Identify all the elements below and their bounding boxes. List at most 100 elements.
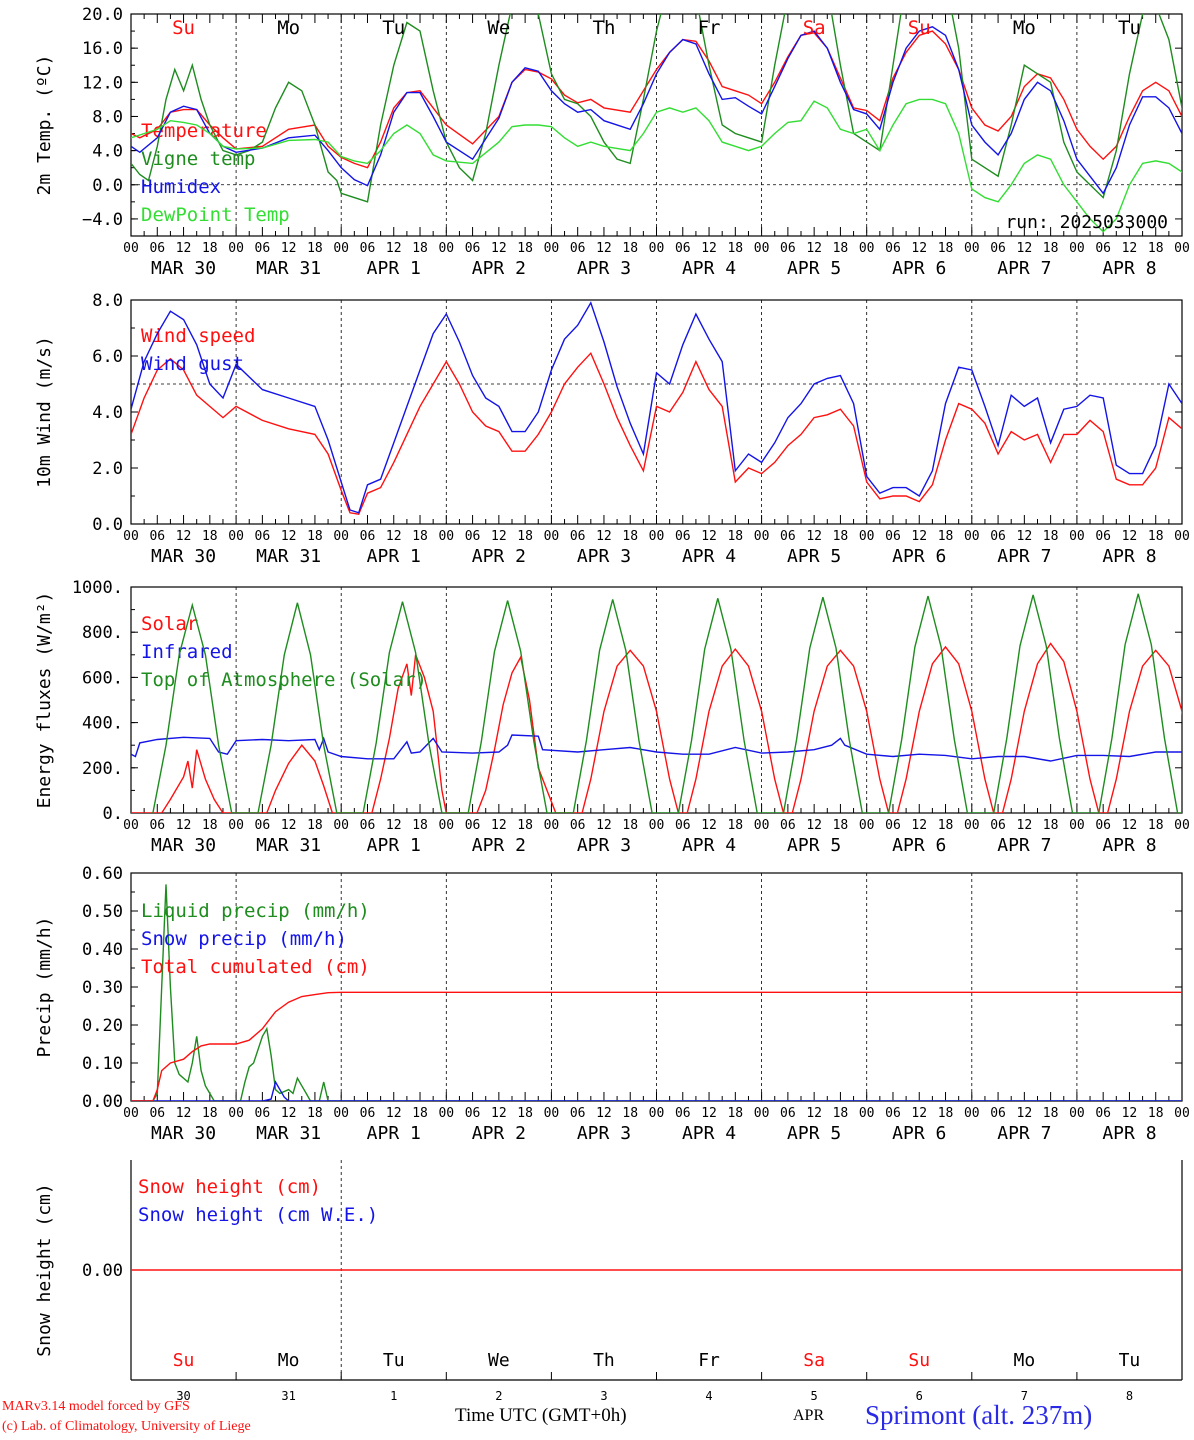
hour-tick-label: 06 <box>149 1106 165 1121</box>
hour-tick-label: 12 <box>911 818 927 833</box>
hour-tick-label: 06 <box>780 529 796 544</box>
hour-tick-label: 00 <box>1174 241 1190 256</box>
legend-entry: Solar <box>141 613 198 635</box>
hour-tick-label: 06 <box>360 818 376 833</box>
day-label: APR 3 <box>577 546 631 567</box>
hour-tick-label: 12 <box>281 241 297 256</box>
hour-tick-label: 18 <box>622 529 638 544</box>
y-axis-title: 10m Wind (m/s) <box>34 336 55 488</box>
hour-tick-label: 06 <box>885 241 901 256</box>
hour-tick-label: 06 <box>465 241 481 256</box>
legend-entry: Snow precip (mm/h) <box>141 928 347 950</box>
hour-tick-label: 18 <box>1148 529 1164 544</box>
hour-tick-label: 00 <box>649 818 665 833</box>
y-tick-label: 0.20 <box>82 1016 123 1036</box>
hour-tick-label: 18 <box>307 529 323 544</box>
hour-tick-label: 00 <box>123 1106 139 1121</box>
weekday-label: Sa <box>803 17 826 39</box>
hour-tick-label: 12 <box>176 241 192 256</box>
hour-tick-label: 06 <box>1095 818 1111 833</box>
hour-tick-label: 12 <box>1122 529 1138 544</box>
hour-tick-label: 06 <box>1095 1106 1111 1121</box>
day-label: APR 7 <box>997 835 1051 856</box>
hour-tick-label: 00 <box>123 529 139 544</box>
hour-tick-label: 12 <box>281 818 297 833</box>
hour-tick-label: 06 <box>255 818 271 833</box>
day-label: MAR 31 <box>256 1123 321 1144</box>
hour-tick-label: 12 <box>596 529 612 544</box>
hour-tick-label: 00 <box>754 818 770 833</box>
y-tick-label: 0.00 <box>82 1092 123 1112</box>
y-tick-label: 0.00 <box>82 1261 123 1281</box>
hour-tick-label: 12 <box>1017 818 1033 833</box>
legend-entry: Wind speed <box>141 325 255 347</box>
hour-tick-label: 18 <box>202 529 218 544</box>
hour-tick-label: 00 <box>859 529 875 544</box>
y-tick-label: 200. <box>82 759 123 779</box>
panel-4: 0.60 0.50 0.40 0.30 0.20 0.10 0.00 Precip (mm/h… <box>34 864 1190 1144</box>
y-tick-label: 2.0 <box>92 459 123 479</box>
hour-tick-label: 12 <box>911 1106 927 1121</box>
hour-tick-label: 06 <box>1095 529 1111 544</box>
weekday-label: Su <box>908 1350 930 1371</box>
day-label: MAR 31 <box>256 546 321 567</box>
hour-tick-label: 12 <box>1122 241 1138 256</box>
day-label: APR 3 <box>577 258 631 279</box>
hour-tick-label: 12 <box>386 1106 402 1121</box>
hour-tick-label: 12 <box>1017 241 1033 256</box>
series-line <box>131 301 1182 514</box>
series-line <box>131 734 1182 762</box>
hour-tick-label: 18 <box>938 1106 954 1121</box>
hour-tick-label: 00 <box>964 241 980 256</box>
day-number-label: 30 <box>176 1389 190 1403</box>
legend-entry: DewPoint Temp <box>141 204 290 226</box>
hour-tick-label: 12 <box>911 529 927 544</box>
day-label: APR 2 <box>472 546 526 567</box>
y-tick-label: 0. <box>103 804 123 824</box>
weekday-label: Tu <box>383 1350 405 1371</box>
hour-tick-label: 06 <box>465 1106 481 1121</box>
hour-tick-label: 18 <box>1148 1106 1164 1121</box>
hour-tick-label: 12 <box>701 818 717 833</box>
day-label: APR 6 <box>892 546 946 567</box>
day-label: APR 4 <box>682 546 736 567</box>
series-line <box>131 98 1182 233</box>
panel-frame <box>130 299 1183 525</box>
y-tick-label: 0.0 <box>92 515 123 535</box>
hour-tick-label: 12 <box>911 241 927 256</box>
hour-tick-label: 18 <box>517 1106 533 1121</box>
y-tick-label: 8.0 <box>92 107 123 127</box>
hour-tick-label: 12 <box>281 529 297 544</box>
hour-tick-label: 00 <box>964 818 980 833</box>
hour-tick-label: 12 <box>176 1106 192 1121</box>
weekday-label: Mo <box>1014 1350 1036 1371</box>
y-tick-label: 8.0 <box>92 291 123 311</box>
hour-tick-label: 12 <box>1017 1106 1033 1121</box>
legend-entry: Humidex <box>141 176 221 198</box>
series-line <box>152 593 1182 813</box>
hour-tick-label: 18 <box>1043 529 1059 544</box>
y-tick-label: 800. <box>82 623 123 643</box>
hour-tick-label: 06 <box>990 241 1006 256</box>
hour-tick-label: 06 <box>465 818 481 833</box>
weekday-label: Sa <box>803 1350 825 1371</box>
legend-entry: Temperature <box>141 120 267 142</box>
hour-tick-label: 06 <box>885 529 901 544</box>
hour-tick-label: 18 <box>938 818 954 833</box>
hour-tick-label: 06 <box>360 529 376 544</box>
day-label: APR 2 <box>472 1123 526 1144</box>
hour-tick-label: 12 <box>491 241 507 256</box>
day-label: APR 2 <box>472 835 526 856</box>
hour-tick-label: 00 <box>333 241 349 256</box>
hour-tick-label: 06 <box>149 529 165 544</box>
day-number-label: 2 <box>495 1389 502 1403</box>
hour-tick-label: 00 <box>333 529 349 544</box>
hour-tick-label: 18 <box>517 818 533 833</box>
hour-tick-label: 18 <box>1043 241 1059 256</box>
y-axis-title: Precip (mm/h) <box>34 917 55 1058</box>
day-label: MAR 30 <box>151 835 216 856</box>
hour-tick-label: 00 <box>544 818 560 833</box>
legend-entry: Vigne temp <box>141 148 255 170</box>
day-label: APR 1 <box>367 1123 421 1144</box>
hour-tick-label: 12 <box>806 241 822 256</box>
